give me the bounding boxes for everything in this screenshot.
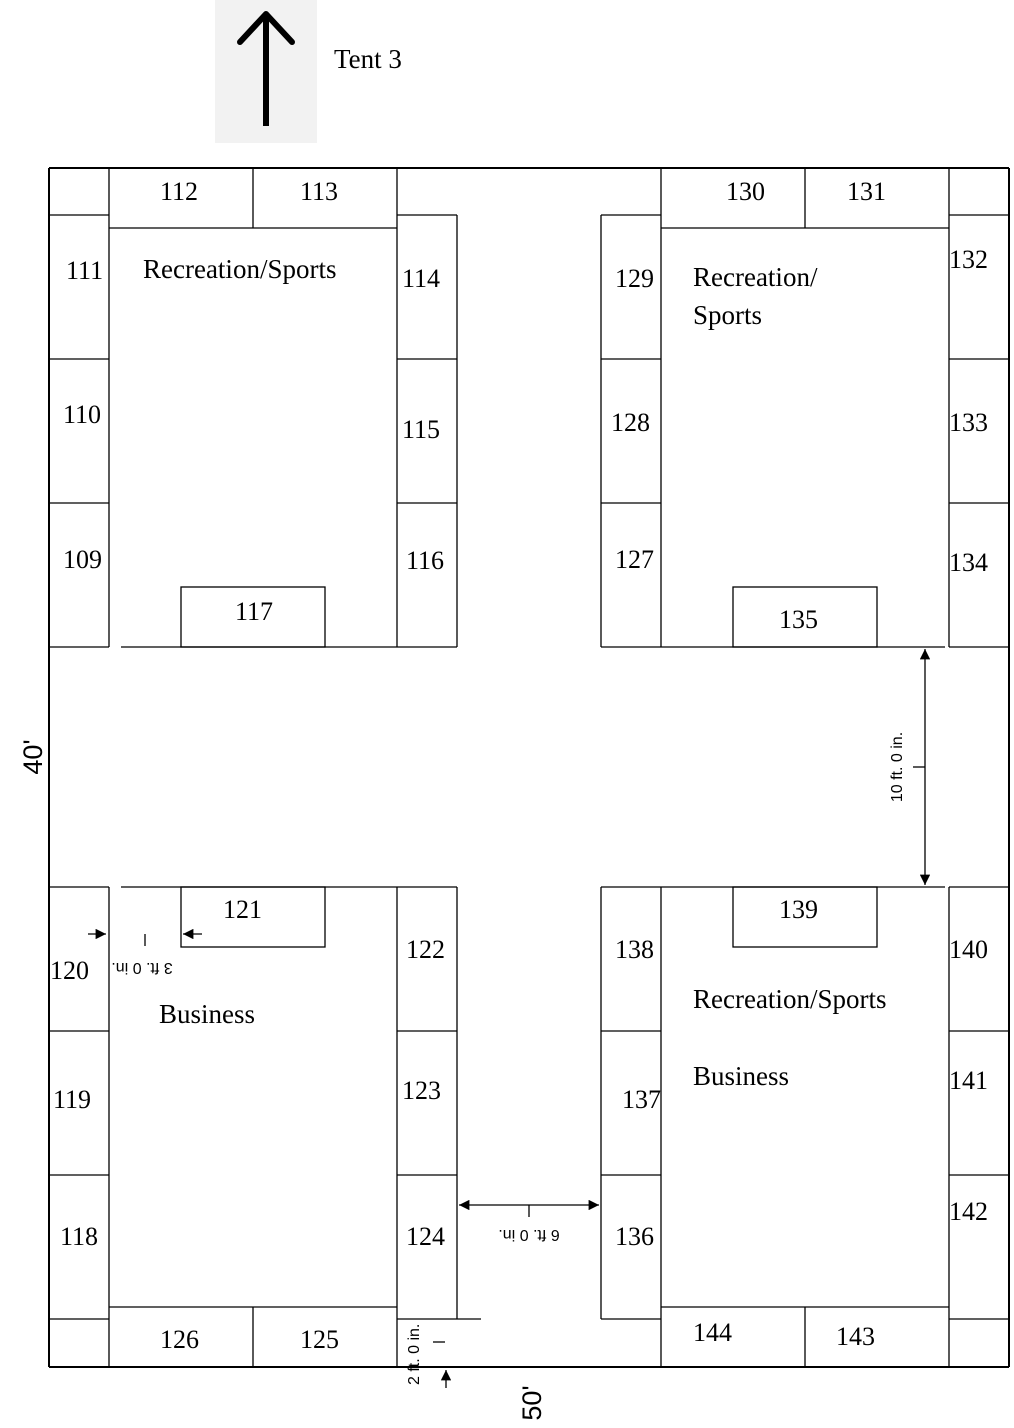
- booth-127: 127: [615, 545, 654, 574]
- north-arrow-icon: [237, 11, 295, 126]
- booth-125: 125: [300, 1325, 339, 1354]
- booth-141: 141: [949, 1066, 988, 1095]
- zone-bottom-right-line1: Recreation/Sports: [693, 984, 886, 1014]
- tent-outline: [48, 167, 1010, 1368]
- booth-126: 126: [160, 1325, 199, 1354]
- booth-117: 117: [235, 597, 273, 626]
- booth-115: 115: [402, 415, 440, 444]
- booth-132: 132: [949, 245, 988, 274]
- booth-114: 114: [402, 264, 440, 293]
- aisle-main-label: 10 ft. 0 in.: [889, 732, 906, 802]
- booth-119: 119: [53, 1085, 91, 1114]
- booth-139: 139: [779, 895, 818, 924]
- booth-123: 123: [402, 1076, 441, 1105]
- booth-142: 142: [949, 1197, 988, 1226]
- booth-111: 111: [66, 256, 103, 285]
- booth-112: 112: [160, 177, 198, 206]
- booth-138: 138: [615, 935, 654, 964]
- booth-122: 122: [406, 935, 445, 964]
- zone-bottom-left: Business: [159, 999, 255, 1029]
- booth-118: 118: [60, 1222, 98, 1251]
- zone-bottom-right-line2: Business: [693, 1061, 789, 1091]
- booth-144: 144: [693, 1318, 732, 1347]
- gap-left-label: 3 ft. 0 in.: [111, 959, 172, 976]
- booth-121: 121: [223, 895, 262, 924]
- booth-131: 131: [847, 177, 886, 206]
- aisle-center-label: 6 ft. 0 in.: [498, 1226, 559, 1243]
- booth-134: 134: [949, 548, 988, 577]
- dimension-lines: [88, 649, 931, 1388]
- zone-top-right-line1: Recreation/: [693, 262, 818, 292]
- booth-136: 136: [615, 1222, 654, 1251]
- booth-143: 143: [836, 1322, 875, 1351]
- gap-bottom-label: 2 ft. 0 in.: [406, 1324, 423, 1385]
- booth-137: 137: [622, 1085, 661, 1114]
- zone-top-left: Recreation/Sports: [143, 254, 336, 284]
- booth-109: 109: [63, 545, 102, 574]
- booth-129: 129: [615, 264, 654, 293]
- tent-title: Tent 3: [334, 44, 402, 74]
- booth-110: 110: [63, 400, 101, 429]
- booth-124: 124: [406, 1222, 445, 1251]
- booth-133: 133: [949, 408, 988, 437]
- booth-128: 128: [611, 408, 650, 437]
- booth-135: 135: [779, 605, 818, 634]
- height-label: 40': [18, 739, 48, 774]
- booth-120: 120: [50, 956, 89, 985]
- booth-lines: [49, 168, 1009, 1367]
- width-label: 50': [517, 1385, 547, 1420]
- zone-top-right-line2: Sports: [693, 300, 762, 330]
- booth-113: 113: [300, 177, 338, 206]
- booth-116: 116: [406, 546, 444, 575]
- booth-140: 140: [949, 935, 988, 964]
- booth-130: 130: [726, 177, 765, 206]
